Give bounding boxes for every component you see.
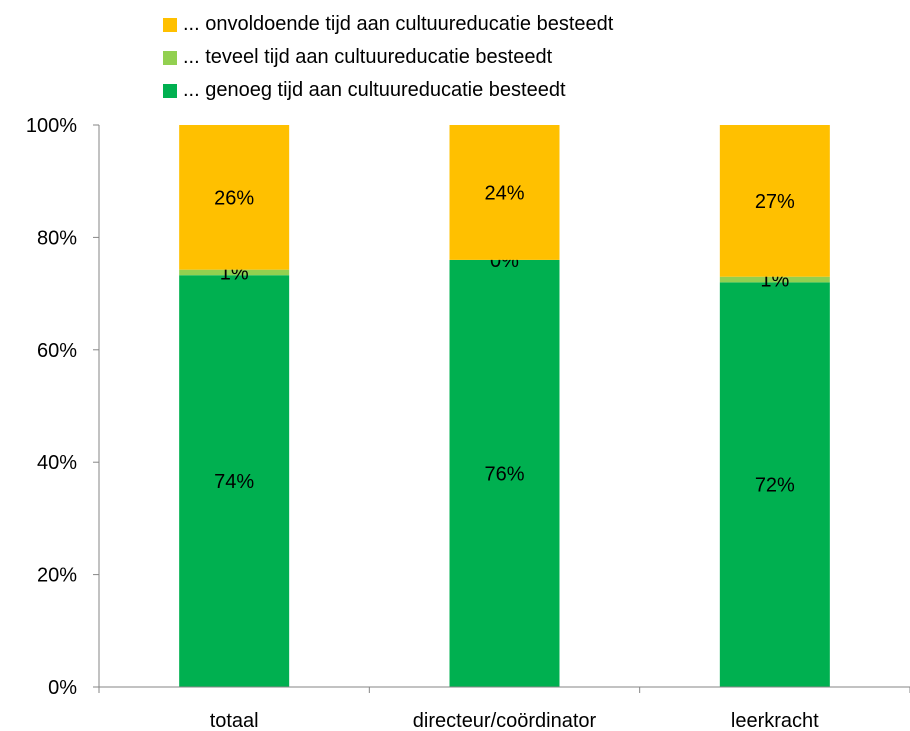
x-tick-label: totaal [210, 710, 259, 731]
legend-item: ... teveel tijd aan cultuureducatie best… [163, 41, 613, 74]
legend-swatch [163, 50, 177, 65]
legend-item: ... genoeg tijd aan cultuureducatie best… [163, 74, 613, 107]
bar-segment [179, 275, 290, 687]
y-tick-label: 80% [37, 227, 77, 249]
y-tick-label: 40% [37, 452, 77, 474]
legend-label: ... genoeg tijd aan cultuureducatie best… [183, 79, 566, 101]
legend-swatch [163, 17, 177, 32]
bar-segment [719, 125, 830, 277]
data-label: 27% [755, 191, 795, 213]
y-tick-label: 20% [37, 565, 77, 587]
data-label: 76% [484, 463, 524, 485]
bar-segment [179, 269, 290, 276]
legend-label: ... onvoldoende tijd aan cultuureducatie… [183, 13, 614, 35]
bar-segment [449, 259, 560, 687]
y-tick-label: 0% [48, 677, 77, 699]
bar-segment [179, 125, 290, 270]
legend-label: ... teveel tijd aan cultuureducatie best… [183, 46, 553, 68]
x-tick-label: leerkracht [731, 710, 819, 731]
x-tick-label: directeur/coördinator [413, 710, 597, 731]
chart-legend: ... onvoldoende tijd aan cultuureducatie… [163, 8, 613, 107]
bar-segment [719, 282, 830, 687]
data-label: 74% [214, 471, 254, 493]
bar-segment [719, 276, 830, 283]
bar-segment [449, 125, 560, 260]
legend-swatch [163, 83, 177, 98]
legend-item: ... onvoldoende tijd aan cultuureducatie… [163, 8, 613, 41]
data-label: 72% [755, 475, 795, 497]
y-tick-label: 60% [37, 340, 77, 362]
y-tick-label: 100% [26, 115, 77, 137]
data-label: 26% [214, 187, 254, 209]
data-label: 24% [484, 182, 524, 204]
